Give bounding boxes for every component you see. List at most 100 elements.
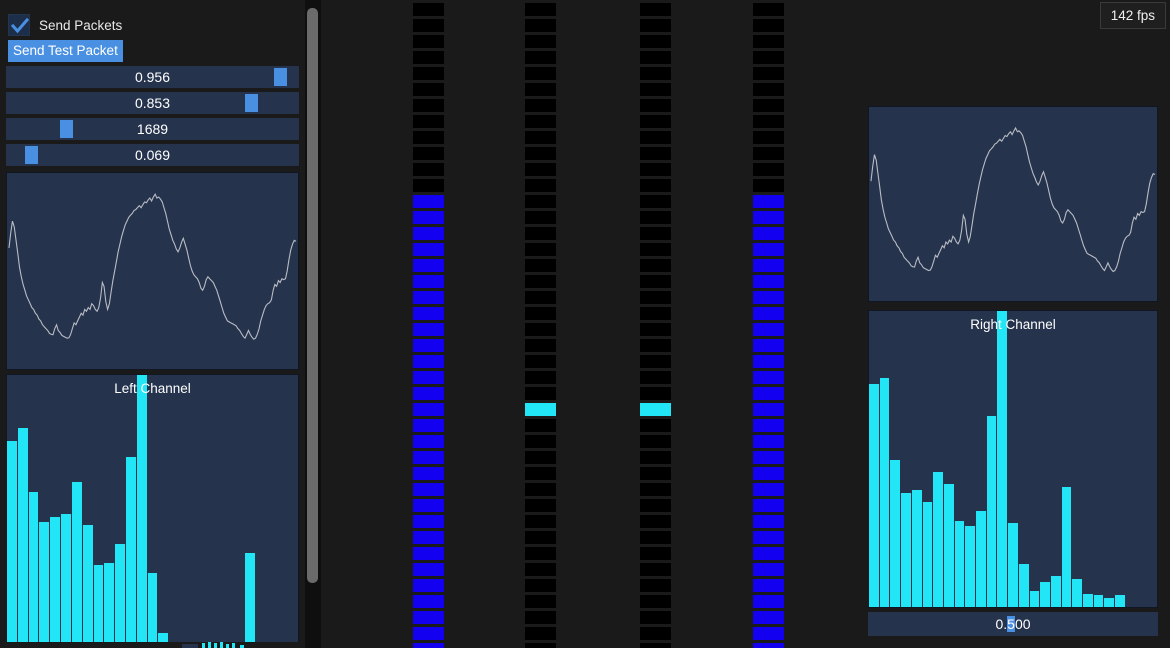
meter-segment [753,387,784,400]
meter-segment [525,291,556,304]
right-channel-bar [986,416,997,607]
left-waveform-svg [7,173,298,369]
slider-2[interactable]: 1689 [6,118,299,140]
meter-segment [640,147,671,160]
send-packets-checkbox[interactable] [8,14,30,36]
right-channel-bar [911,490,922,607]
send-packets-checkbox-row[interactable]: Send Packets [8,14,122,36]
meter-segment [413,307,444,320]
right-value-selection: 5 [1007,616,1015,632]
slider-0[interactable]: 0.956 [6,66,299,88]
meter-segment [413,339,444,352]
left-channel-bar [7,441,17,645]
meter-segment [753,547,784,560]
meter-segment [753,611,784,624]
meter-segment [525,323,556,336]
meter-segment [525,435,556,448]
meter-segment [413,355,444,368]
slider-3-handle[interactable] [25,146,38,164]
meter-segment [640,227,671,240]
meter-segment [525,483,556,496]
send-test-packet-button[interactable]: Send Test Packet [8,40,123,62]
meter-segment [753,179,784,192]
right-value-input[interactable]: 0.500 [868,612,1158,636]
bottom-clipped-strip [0,642,305,648]
right-value-suffix: 00 [1014,616,1031,632]
slider-3[interactable]: 0.069 [6,144,299,166]
meter-segment [753,595,784,608]
meter-segment [640,243,671,256]
meter-segment [525,19,556,32]
meter-segment [640,467,671,480]
meter-segment [640,595,671,608]
left-channel-bar [28,492,39,645]
right-channel-bar [997,311,1008,607]
right-channel-bar [879,377,890,607]
meter-segment [525,499,556,512]
slider-0-handle[interactable] [274,68,287,86]
meter-segment [753,643,784,648]
meter-segment [640,643,671,648]
slider-2-handle[interactable] [60,120,73,138]
meter-column-4 [753,0,784,648]
meter-segment [525,275,556,288]
meter-segment [525,307,556,320]
meter-segment [525,403,556,416]
meter-segment [525,35,556,48]
meter-segment [413,179,444,192]
meter-segment [640,323,671,336]
slider-1-handle[interactable] [245,94,258,112]
meter-segment [753,3,784,16]
meter-segment [525,627,556,640]
meter-segment [525,115,556,128]
meter-segment [753,243,784,256]
vertical-scrollbar-thumb[interactable] [307,8,318,583]
meter-segment [525,147,556,160]
meter-segment [640,419,671,432]
right-channel-bar [1061,487,1072,607]
meter-segment [413,531,444,544]
meter-segment [413,371,444,384]
slider-1[interactable]: 0.853 [6,92,299,114]
meter-segment [753,35,784,48]
meter-segment [753,467,784,480]
meter-segment [753,99,784,112]
right-channel-bar [1008,522,1018,607]
meter-segment [525,179,556,192]
meter-segment [640,515,671,528]
meter-segment [413,147,444,160]
meter-segment [640,579,671,592]
right-channel-bar [933,472,943,607]
meter-column-1 [413,0,444,648]
meter-segment [753,371,784,384]
meter-segment [640,307,671,320]
meter-segment [413,67,444,80]
right-channel-bar [1093,595,1104,607]
left-channel-bar [244,553,255,645]
meter-segment [413,35,444,48]
left-channel-bar [115,543,125,645]
meter-segment [525,259,556,272]
left-channel-bars [7,375,298,645]
meter-column-3 [640,0,671,648]
right-channel-bar [954,521,965,607]
vertical-scrollbar-track[interactable] [305,0,321,648]
meter-segment [753,531,784,544]
check-icon [11,17,29,34]
right-channel-bar [1104,598,1115,607]
meter-segment [640,51,671,64]
left-channel-bar [147,573,158,645]
meter-segment [525,51,556,64]
meter-segment [413,611,444,624]
meter-segment [753,579,784,592]
meter-segment [525,451,556,464]
meter-segment [413,563,444,576]
meter-segment [413,451,444,464]
sliver-bar [220,642,223,648]
meter-segment [640,403,671,416]
meter-segment [525,563,556,576]
meter-column-2 [525,0,556,648]
meter-segment [753,483,784,496]
meter-segment [753,435,784,448]
